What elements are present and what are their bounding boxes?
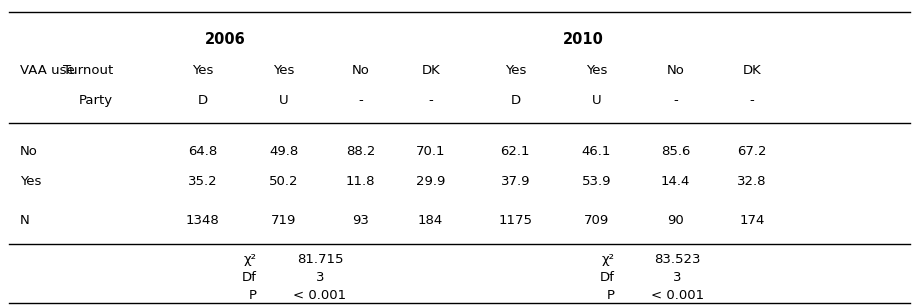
Text: 709: 709 — [584, 214, 609, 227]
Text: Yes: Yes — [585, 64, 607, 77]
Text: -: - — [428, 94, 433, 107]
Text: DK: DK — [743, 64, 762, 77]
Text: χ²: χ² — [601, 253, 615, 266]
Text: 11.8: 11.8 — [346, 175, 375, 188]
Text: Yes: Yes — [505, 64, 526, 77]
Text: 719: 719 — [271, 214, 297, 227]
Text: Yes: Yes — [192, 64, 213, 77]
Text: 2006: 2006 — [205, 32, 245, 47]
Text: 64.8: 64.8 — [188, 145, 218, 158]
Text: 35.2: 35.2 — [188, 175, 218, 188]
Text: 83.523: 83.523 — [654, 253, 700, 266]
Text: 90: 90 — [667, 214, 684, 227]
Text: D: D — [198, 94, 208, 107]
Text: 3: 3 — [315, 271, 324, 284]
Text: 53.9: 53.9 — [582, 175, 611, 188]
Text: 50.2: 50.2 — [269, 175, 299, 188]
Text: < 0.001: < 0.001 — [651, 289, 704, 302]
Text: No: No — [351, 64, 369, 77]
Text: -: - — [750, 94, 754, 107]
Text: P: P — [607, 289, 615, 302]
Text: VAA use: VAA use — [20, 64, 74, 77]
Text: P: P — [249, 289, 257, 302]
Text: No: No — [20, 145, 38, 158]
Text: 1348: 1348 — [186, 214, 220, 227]
Text: Turnout: Turnout — [62, 64, 113, 77]
Text: Df: Df — [242, 271, 257, 284]
Text: 70.1: 70.1 — [416, 145, 446, 158]
Text: 14.4: 14.4 — [661, 175, 690, 188]
Text: U: U — [592, 94, 601, 107]
Text: 85.6: 85.6 — [661, 145, 690, 158]
Text: 32.8: 32.8 — [737, 175, 767, 188]
Text: 81.715: 81.715 — [297, 253, 343, 266]
Text: < 0.001: < 0.001 — [293, 289, 346, 302]
Text: Df: Df — [599, 271, 615, 284]
Text: 1175: 1175 — [498, 214, 532, 227]
Text: 88.2: 88.2 — [346, 145, 375, 158]
Text: 46.1: 46.1 — [582, 145, 611, 158]
Text: 93: 93 — [352, 214, 369, 227]
Text: 174: 174 — [740, 214, 765, 227]
Text: Yes: Yes — [20, 175, 41, 188]
Text: 3: 3 — [674, 271, 682, 284]
Text: 37.9: 37.9 — [501, 175, 530, 188]
Text: 29.9: 29.9 — [416, 175, 446, 188]
Text: -: - — [358, 94, 363, 107]
Text: 49.8: 49.8 — [269, 145, 299, 158]
Text: No: No — [666, 64, 685, 77]
Text: DK: DK — [421, 64, 440, 77]
Text: 184: 184 — [418, 214, 443, 227]
Text: D: D — [510, 94, 520, 107]
Text: U: U — [279, 94, 289, 107]
Text: Party: Party — [79, 94, 113, 107]
Text: 2010: 2010 — [563, 32, 604, 47]
Text: χ²: χ² — [244, 253, 257, 266]
Text: N: N — [20, 214, 29, 227]
Text: 62.1: 62.1 — [501, 145, 530, 158]
Text: 67.2: 67.2 — [737, 145, 767, 158]
Text: Yes: Yes — [273, 64, 295, 77]
Text: -: - — [674, 94, 678, 107]
